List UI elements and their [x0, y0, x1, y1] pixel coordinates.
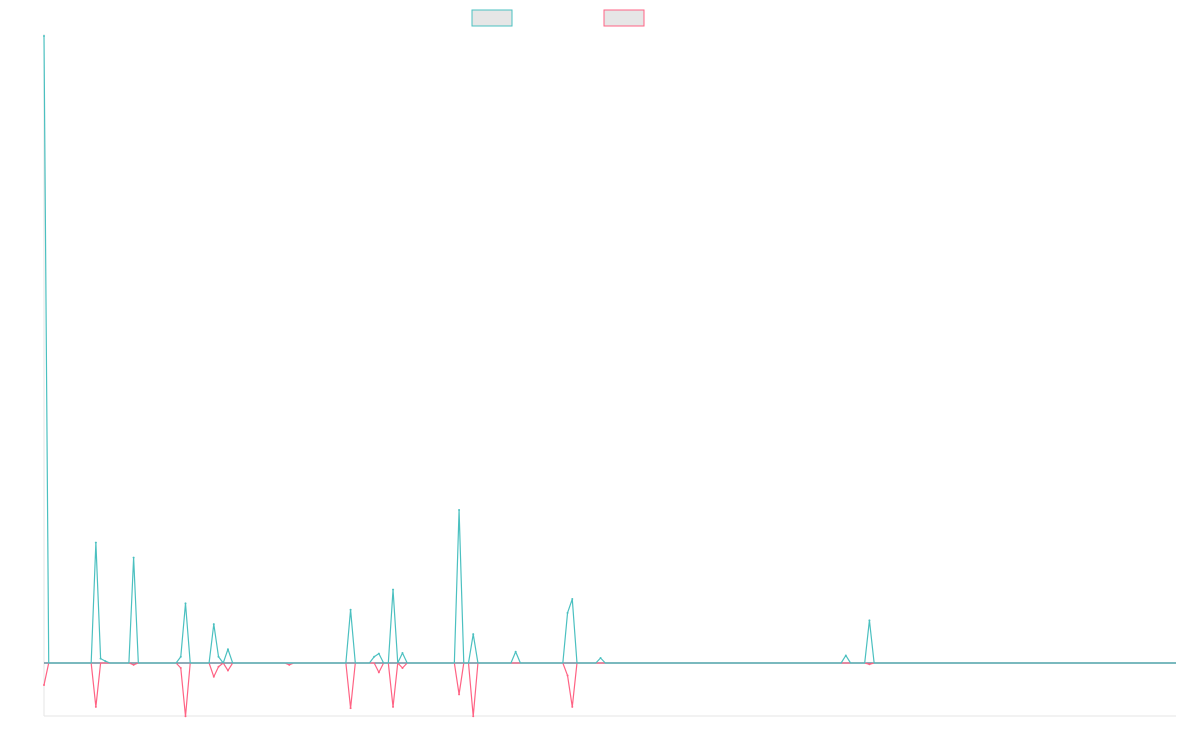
data-point-a[interactable]	[104, 660, 107, 663]
legend-swatch-series-b[interactable]	[603, 9, 645, 27]
data-point-b[interactable]	[472, 715, 475, 718]
data-point-b[interactable]	[132, 663, 135, 666]
data-point-a[interactable]	[844, 654, 847, 657]
data-point-b[interactable]	[566, 674, 569, 677]
data-point-a[interactable]	[132, 556, 135, 559]
data-point-b[interactable]	[184, 715, 187, 718]
data-point-a[interactable]	[373, 655, 376, 658]
series-line-a[interactable]	[43, 35, 1176, 664]
data-point-a[interactable]	[566, 611, 569, 614]
data-point-a[interactable]	[392, 588, 395, 591]
data-point-a[interactable]	[212, 623, 215, 626]
data-point-b[interactable]	[401, 667, 404, 670]
legend-swatch-series-a[interactable]	[471, 9, 513, 27]
data-point-b[interactable]	[179, 667, 182, 670]
data-point-a[interactable]	[99, 657, 102, 660]
data-point-a[interactable]	[868, 619, 871, 622]
data-point-b[interactable]	[571, 705, 574, 708]
data-point-a[interactable]	[43, 35, 45, 37]
data-point-b[interactable]	[458, 693, 461, 696]
data-point-b[interactable]	[377, 671, 380, 674]
data-point-b[interactable]	[868, 663, 871, 666]
series-line-b[interactable]	[43, 662, 1176, 717]
data-point-a[interactable]	[184, 602, 187, 605]
data-point-a[interactable]	[599, 656, 602, 659]
axes	[43, 34, 1176, 717]
data-point-b[interactable]	[349, 707, 352, 710]
data-point-b[interactable]	[212, 675, 215, 678]
data-point-a[interactable]	[401, 651, 404, 654]
data-point-a[interactable]	[458, 509, 461, 512]
data-point-b[interactable]	[43, 683, 45, 686]
data-point-a[interactable]	[571, 598, 574, 601]
data-point-a[interactable]	[514, 650, 517, 653]
data-point-a[interactable]	[94, 541, 97, 544]
data-point-b[interactable]	[392, 705, 395, 708]
data-point-a[interactable]	[217, 655, 220, 658]
data-point-a[interactable]	[472, 633, 475, 636]
data-point-b[interactable]	[226, 669, 229, 672]
legend	[471, 9, 645, 27]
data-point-b[interactable]	[288, 663, 291, 666]
data-point-a[interactable]	[226, 648, 229, 651]
data-point-a[interactable]	[179, 655, 182, 658]
data-point-a[interactable]	[349, 608, 352, 611]
data-point-b[interactable]	[94, 705, 97, 708]
data-point-b[interactable]	[217, 665, 220, 668]
plot-area	[43, 35, 1176, 718]
data-point-a[interactable]	[377, 652, 380, 655]
